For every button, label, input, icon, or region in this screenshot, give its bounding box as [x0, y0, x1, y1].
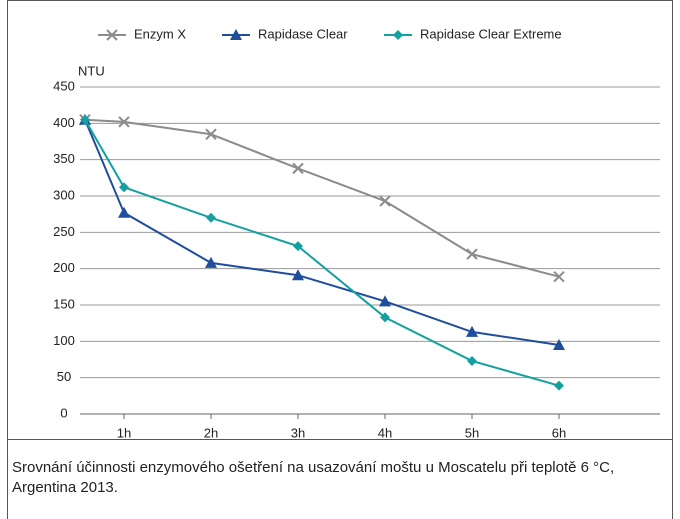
- marker: [466, 248, 478, 260]
- marker: [118, 206, 130, 218]
- x-tick-label: 3h: [291, 425, 305, 440]
- y-tick-label: 100: [53, 333, 75, 348]
- marker: [292, 269, 304, 281]
- y-tick-label: 50: [57, 369, 71, 384]
- y-tick-label: 300: [53, 187, 75, 202]
- marker: [380, 312, 390, 323]
- marker: [379, 295, 391, 307]
- x-tick-label: 6h: [552, 425, 566, 440]
- marker: [393, 30, 403, 40]
- caption: Srovnání účinnosti enzymového ošetření n…: [12, 459, 615, 496]
- x-tick-label: 1h: [117, 425, 131, 440]
- y-tick-label: 350: [53, 151, 75, 166]
- y-tick-label: 0: [60, 405, 67, 420]
- marker: [206, 212, 216, 223]
- x-tick-label: 5h: [465, 425, 479, 440]
- marker: [205, 256, 217, 268]
- x-tick-label: 2h: [204, 425, 218, 440]
- marker: [205, 128, 217, 140]
- marker: [379, 195, 391, 207]
- y-tick-label: 150: [53, 296, 75, 311]
- marker: [553, 270, 565, 283]
- legend-label: Rapidase Clear Extreme: [420, 26, 562, 41]
- marker: [293, 241, 303, 252]
- marker: [467, 355, 477, 366]
- marker: [553, 338, 565, 350]
- legend-label: Rapidase Clear: [258, 26, 348, 41]
- marker: [118, 116, 130, 128]
- marker: [106, 29, 118, 41]
- marker: [230, 29, 242, 40]
- marker: [292, 162, 304, 175]
- y-tick-label: 400: [53, 115, 75, 130]
- x-tick-label: 4h: [378, 425, 392, 440]
- y-tick-label: 250: [53, 224, 75, 239]
- y-tick-label: 200: [53, 260, 75, 275]
- marker: [466, 325, 478, 337]
- marker: [554, 380, 564, 391]
- marker: [119, 182, 129, 193]
- y-axis-label: NTU: [78, 63, 105, 78]
- marker: [80, 114, 90, 125]
- y-tick-label: 450: [53, 78, 75, 93]
- legend-label: Enzym X: [134, 26, 186, 41]
